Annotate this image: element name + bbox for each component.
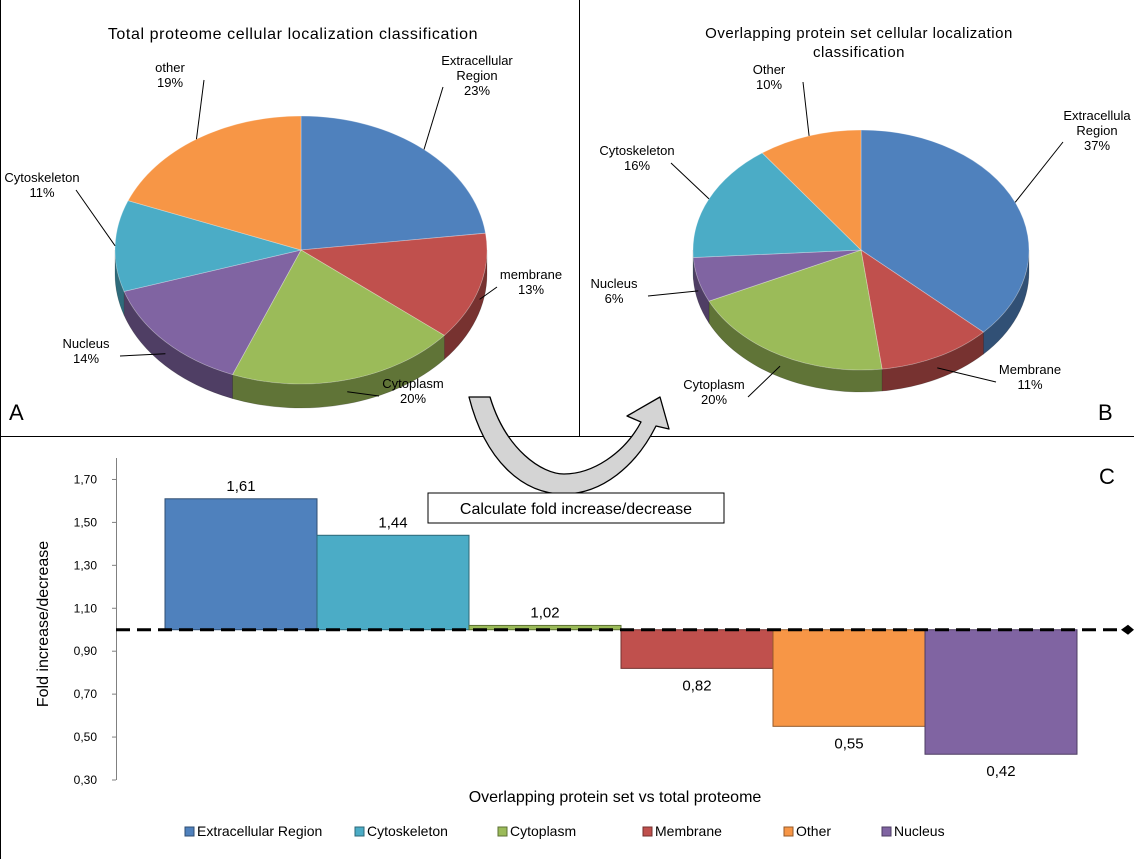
panel-letter-b: B: [1098, 400, 1113, 425]
pie-b-label-other-value: 10%: [756, 77, 782, 92]
bar-chart-fold-change: Fold increase/decrease Overlapping prote…: [35, 458, 1134, 839]
pie-b-side-nucleus: [693, 257, 710, 325]
pie-a-label-cytoplasm-value: 20%: [400, 391, 426, 406]
pie-a-title: Total proteome cellular localization cla…: [108, 26, 478, 43]
curved-arrow-shape: [468, 396, 670, 495]
y-tick-label: 0,70: [74, 687, 98, 701]
pie-b-label-extracellular-region-value: 37%: [1084, 138, 1110, 153]
legend: Extracellular Region Cytoskeleton Cytoplas…: [184, 823, 945, 839]
pie-b-slice-membrane: [860, 249, 985, 370]
pie-b-leader-extracellular-region: [1014, 141, 1064, 203]
pie-b-label-other-name: Other: [753, 62, 786, 77]
pie-a-slice-nucleus: [123, 249, 302, 376]
pie-b-label-cytoplasm-name: Cytoplasm: [683, 377, 744, 392]
pie-a-label-nucleus-name: Nucleus: [63, 336, 110, 351]
y-tick-label: 1,50: [74, 515, 98, 529]
bar-value-label-membrane: 0,82: [682, 677, 711, 694]
pie-b-leader-other: [802, 81, 810, 136]
pie-b-label-cytoskeleton-name: Cytoskeleton: [599, 143, 674, 158]
y-tick-label: 0,30: [74, 773, 98, 787]
y-tick-label: 1,30: [74, 558, 98, 572]
pie-a-label-extracellular-region-name: Region: [456, 68, 497, 83]
y-tick-label: 1,70: [74, 472, 98, 486]
pie-b-label-nucleus-name: Nucleus: [591, 276, 638, 291]
pie-b-label-nucleus-value: 6%: [605, 291, 624, 306]
y-tick-label: 1,10: [74, 601, 98, 615]
pie-a-leader-membrane: [479, 286, 498, 300]
pie-a-leader-cytoskeleton: [75, 189, 116, 247]
pie-b-leader-cytoskeleton: [670, 162, 710, 200]
bar-nucleus: [924, 629, 1078, 755]
pie-b-label-membrane-value: 11%: [1017, 377, 1042, 392]
pie-a-slice-extracellular-region: [300, 115, 487, 251]
reference-line-end-marker: [1121, 624, 1134, 635]
pie-chart-total-proteome: Total proteome cellular localization cla…: [4, 26, 562, 409]
legend-swatch-nucleus: [881, 826, 892, 837]
pie-a-label-cytoplasm-name: Cytoplasm: [382, 376, 443, 391]
pie-b-label-cytoskeleton-value: 16%: [624, 158, 650, 173]
pie-a-label-extracellular-region-value: 23%: [464, 83, 490, 98]
legend-label-cytoplasm: Cytoplasm: [510, 823, 576, 839]
y-tick-label: 0,90: [74, 644, 98, 658]
pie-b-leader-cytoplasm: [747, 365, 781, 398]
legend-swatch-cytoplasm: [497, 826, 508, 837]
pie-a-leader-cytoplasm: [347, 391, 380, 397]
pie-chart-overlapping-set: Overlapping protein set cellular localiz…: [591, 25, 1132, 407]
pie-a-leader-other: [195, 79, 205, 140]
curved-arrow: [468, 396, 670, 495]
pie-b-leader-membrane: [937, 367, 997, 383]
bar-membrane: [620, 629, 774, 669]
bar-value-label-extracellular-region: 1,61: [226, 478, 255, 495]
bar-extracellular-region: [164, 498, 318, 631]
pie-b-leader-nucleus: [647, 290, 699, 297]
bar-cytoskeleton: [316, 534, 470, 631]
legend-label-nucleus: Nucleus: [894, 823, 945, 839]
pie-b-label-cytoplasm-value: 20%: [701, 392, 727, 407]
bar-chart-ylabel: Fold increase/decrease: [35, 541, 52, 707]
pie-a-label-membrane-name: membrane: [500, 267, 562, 282]
pie-a-label-extracellular-region-name: Extracellular: [441, 53, 513, 68]
pie-b-slice-other: [761, 129, 862, 251]
arrow-label-box: Calculate fold increase/decrease: [427, 492, 725, 524]
bar-value-label-cytoplasm: 1,02: [530, 604, 559, 621]
panel-letter-a: A: [9, 400, 24, 425]
legend-swatch-cytoskeleton: [354, 826, 365, 837]
pie-b-slice-extracellular-region: [860, 129, 1030, 333]
pie-a-label-cytoskeleton-name: Cytoskeleton: [4, 170, 79, 185]
arrow-label: Calculate fold increase/decrease: [460, 501, 692, 518]
pie-b-title-line-1: Overlapping protein set cellular localiz…: [705, 25, 1013, 42]
pie-b-label-extracellular-region-name: Extracellula: [1063, 108, 1131, 123]
panel-letter-c: C: [1099, 464, 1115, 489]
legend-swatch-extracellular-region: [184, 826, 195, 837]
bar-chart-xlabel: Overlapping protein set vs total proteom…: [469, 789, 762, 806]
bar-value-label-nucleus: 0,42: [986, 763, 1015, 780]
bar-value-label-other: 0,55: [834, 735, 863, 752]
legend-label-other: Other: [796, 823, 831, 839]
pie-a-label-other-value: 19%: [157, 75, 183, 90]
legend-swatch-membrane: [642, 826, 653, 837]
pie-a-label-cytoskeleton-value: 11%: [29, 185, 54, 200]
pie-b-slice-cytoplasm: [708, 249, 883, 371]
pie-a-leader-nucleus: [119, 353, 166, 357]
y-tick-label: 0,50: [74, 730, 98, 744]
pie-b-label-membrane-name: Membrane: [999, 362, 1061, 377]
legend-label-extracellular-region: Extracellular Region: [197, 823, 322, 839]
pie-a-leader-extracellular-region: [423, 86, 444, 150]
pie-a-label-other-name: other: [155, 60, 185, 75]
pie-a-label-nucleus-value: 14%: [73, 351, 99, 366]
bar-value-label-cytoskeleton: 1,44: [378, 514, 407, 531]
pie-b-slice-nucleus: [692, 249, 862, 302]
legend-swatch-other: [783, 826, 794, 837]
pie-a-slice-cytoplasm: [231, 249, 445, 385]
legend-label-membrane: Membrane: [655, 823, 722, 839]
pie-a-label-membrane-value: 13%: [518, 282, 544, 297]
pie-b-title-line-2: classification: [813, 44, 905, 61]
pie-b-label-extracellular-region-name: Region: [1076, 123, 1117, 138]
legend-label-cytoskeleton: Cytoskeleton: [367, 823, 448, 839]
pie-a-slice-membrane: [299, 232, 488, 336]
bar-other: [772, 629, 926, 727]
